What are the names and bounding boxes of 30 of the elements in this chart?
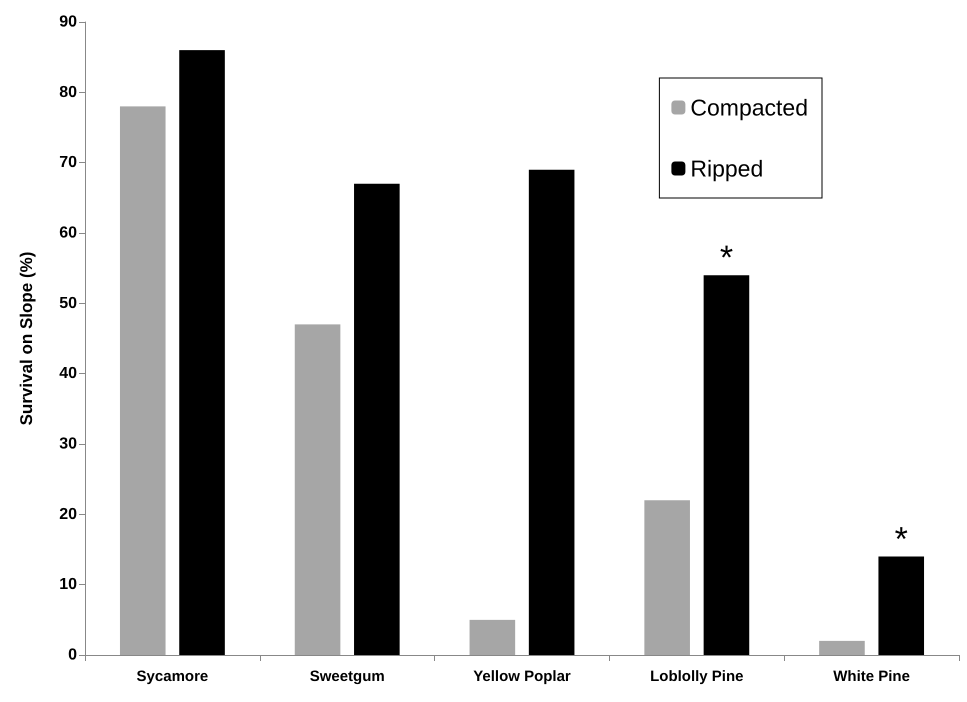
bar bbox=[644, 500, 690, 655]
bar bbox=[354, 184, 400, 655]
bar bbox=[878, 556, 924, 655]
y-tick-label: 10 bbox=[59, 576, 78, 594]
y-tick-label: 0 bbox=[68, 646, 78, 664]
bar bbox=[704, 275, 750, 655]
data-label: * bbox=[894, 520, 908, 559]
bar bbox=[819, 640, 865, 655]
y-axis-title: Survival on Slope (%) bbox=[17, 252, 36, 426]
legend-label: Ripped bbox=[690, 156, 764, 182]
x-tick-label: White Pine bbox=[833, 668, 910, 685]
x-tick-label: Sweetgum bbox=[310, 668, 385, 685]
y-tick-label: 70 bbox=[59, 154, 78, 172]
data-label: * bbox=[720, 239, 734, 278]
legend-label: Compacted bbox=[690, 94, 808, 120]
x-tick-label: Sycamore bbox=[136, 668, 208, 685]
bar bbox=[179, 50, 225, 655]
bar bbox=[120, 106, 166, 655]
y-tick-label: 40 bbox=[59, 365, 78, 382]
y-tick-label: 80 bbox=[59, 84, 78, 101]
bar bbox=[294, 324, 340, 655]
y-tick-label: 90 bbox=[59, 14, 78, 30]
bar bbox=[528, 170, 574, 655]
x-tick-label: Loblolly Pine bbox=[650, 668, 744, 685]
y-tick-label: 20 bbox=[59, 506, 78, 523]
y-tick-label: 30 bbox=[59, 436, 78, 452]
bar bbox=[470, 620, 516, 655]
y-tick-label: 60 bbox=[59, 224, 78, 242]
x-tick-label: Yellow Poplar bbox=[473, 668, 571, 685]
y-tick-label: 50 bbox=[59, 294, 78, 312]
